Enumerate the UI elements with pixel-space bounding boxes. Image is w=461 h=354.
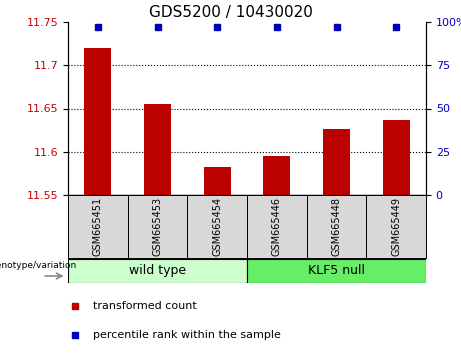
Bar [263,156,290,195]
Bar [247,195,307,258]
Bar [307,195,366,258]
Text: genotype/variation: genotype/variation [0,261,77,269]
Text: GSM665449: GSM665449 [391,197,401,256]
Text: transformed count: transformed count [93,301,197,311]
Bar [144,104,171,195]
Bar [247,258,426,282]
Text: GSM665451: GSM665451 [93,197,103,256]
Bar [68,258,247,282]
Bar [128,195,187,258]
Bar [84,48,111,195]
Text: GSM665453: GSM665453 [153,197,162,256]
Bar [383,120,409,195]
Text: GSM665446: GSM665446 [272,197,282,256]
Text: KLF5 null: KLF5 null [308,264,365,277]
Text: percentile rank within the sample: percentile rank within the sample [93,330,281,340]
Bar [323,129,350,195]
Bar [68,195,128,258]
Bar [204,167,230,195]
Text: GDS5200 / 10430020: GDS5200 / 10430020 [148,5,313,20]
Bar [187,195,247,258]
Text: wild type: wild type [129,264,186,277]
Text: GSM665454: GSM665454 [212,197,222,256]
Text: GSM665448: GSM665448 [331,197,342,256]
Bar [366,195,426,258]
